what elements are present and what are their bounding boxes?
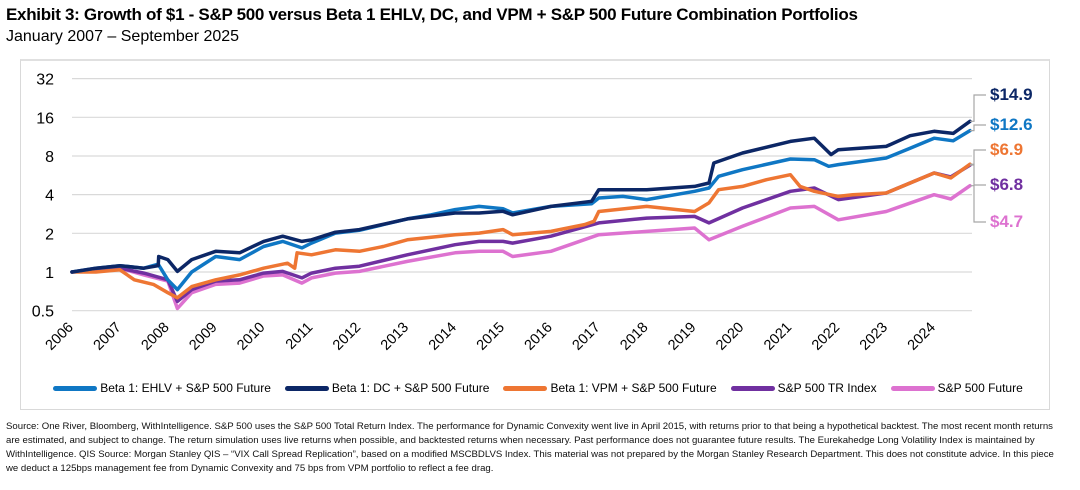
legend-item-sp500-tr: S&P 500 TR Index <box>730 381 877 395</box>
x-tick-label: 2021 <box>761 320 795 354</box>
series-line <box>70 128 972 292</box>
x-tick-label: 2020 <box>713 320 747 354</box>
legend-item-sp500-future: S&P 500 Future <box>890 381 1023 395</box>
legend-swatch <box>730 385 775 391</box>
x-tick-label: 2013 <box>378 320 412 354</box>
y-tick-label: 1 <box>45 265 54 282</box>
x-tick-label: 2018 <box>617 320 651 354</box>
legend-label: S&P 500 Future <box>937 381 1023 395</box>
y-tick-label: 8 <box>45 149 54 166</box>
x-tick-label: 2022 <box>809 320 843 354</box>
chart-frame <box>20 59 1050 410</box>
y-tick-label: 2 <box>45 226 54 243</box>
x-tick-label: 2016 <box>522 320 556 354</box>
end-value-label: $14.9 <box>990 85 1033 104</box>
x-tick-label: 2007 <box>91 320 125 354</box>
x-tick-label: 2011 <box>283 320 316 353</box>
end-value-label: $12.6 <box>990 115 1033 134</box>
legend-item-dc: Beta 1: DC + S&P 500 Future <box>284 381 490 395</box>
legend-swatch <box>284 385 329 391</box>
end-value-label: $4.7 <box>990 212 1023 231</box>
chart-subtitle: January 2007 – September 2025 <box>6 28 240 45</box>
x-tick-label: 2006 <box>43 320 77 354</box>
legend-label: Beta 1: VPM + S&P 500 Future <box>550 381 717 395</box>
series-line <box>70 119 972 274</box>
growth-line-chart: 0.5 1 2 4 8 16 32 2006 2007 2008 2009 2010 2011 2012 2… <box>32 72 1033 354</box>
legend-item-ehlv: Beta 1: EHLV + S&P 500 Future <box>53 381 271 395</box>
leader-line <box>970 124 986 132</box>
y-tick-label: 32 <box>36 72 54 89</box>
leader-line <box>970 164 986 186</box>
chart-title: Exhibit 3: Growth of $1 - S&P 500 versus… <box>6 5 858 24</box>
legend-swatch <box>53 385 98 391</box>
x-tick-label: 2017 <box>570 320 604 354</box>
legend-label: Beta 1: DC + S&P 500 Future <box>331 381 490 395</box>
x-tick-label: 2010 <box>234 320 268 354</box>
x-tick-label: 2019 <box>665 320 699 354</box>
x-tick-label: 2015 <box>474 320 508 354</box>
legend-item-vpm: Beta 1: VPM + S&P 500 Future <box>503 381 717 395</box>
leader-line <box>970 94 986 122</box>
leader-line <box>970 185 986 223</box>
x-tick-label: 2008 <box>138 320 172 354</box>
x-tick-label: 2023 <box>857 320 891 354</box>
legend-swatch <box>890 385 935 391</box>
series-line <box>70 183 972 311</box>
legend-label: Beta 1: EHLV + S&P 500 Future <box>100 381 271 395</box>
series-line <box>70 162 972 300</box>
leader-line <box>970 149 986 165</box>
legend-label: S&P 500 TR Index <box>777 381 877 395</box>
x-tick-label: 2009 <box>186 320 220 354</box>
source-footnote: Source: One River, Bloomberg, WithIntell… <box>6 421 1054 474</box>
end-value-label: $6.8 <box>990 175 1023 194</box>
y-tick-label: 4 <box>45 188 54 205</box>
x-tick-label: 2012 <box>330 320 364 354</box>
legend-swatch <box>503 385 548 391</box>
end-value-label: $6.9 <box>990 140 1023 159</box>
x-tick-label: 2014 <box>426 320 460 354</box>
chart-legend: Beta 1: EHLV + S&P 500 Future Beta 1: DC… <box>28 381 1048 395</box>
y-tick-label: 0.5 <box>32 304 54 321</box>
x-tick-label: 2024 <box>905 320 939 354</box>
y-tick-label: 16 <box>36 110 54 127</box>
